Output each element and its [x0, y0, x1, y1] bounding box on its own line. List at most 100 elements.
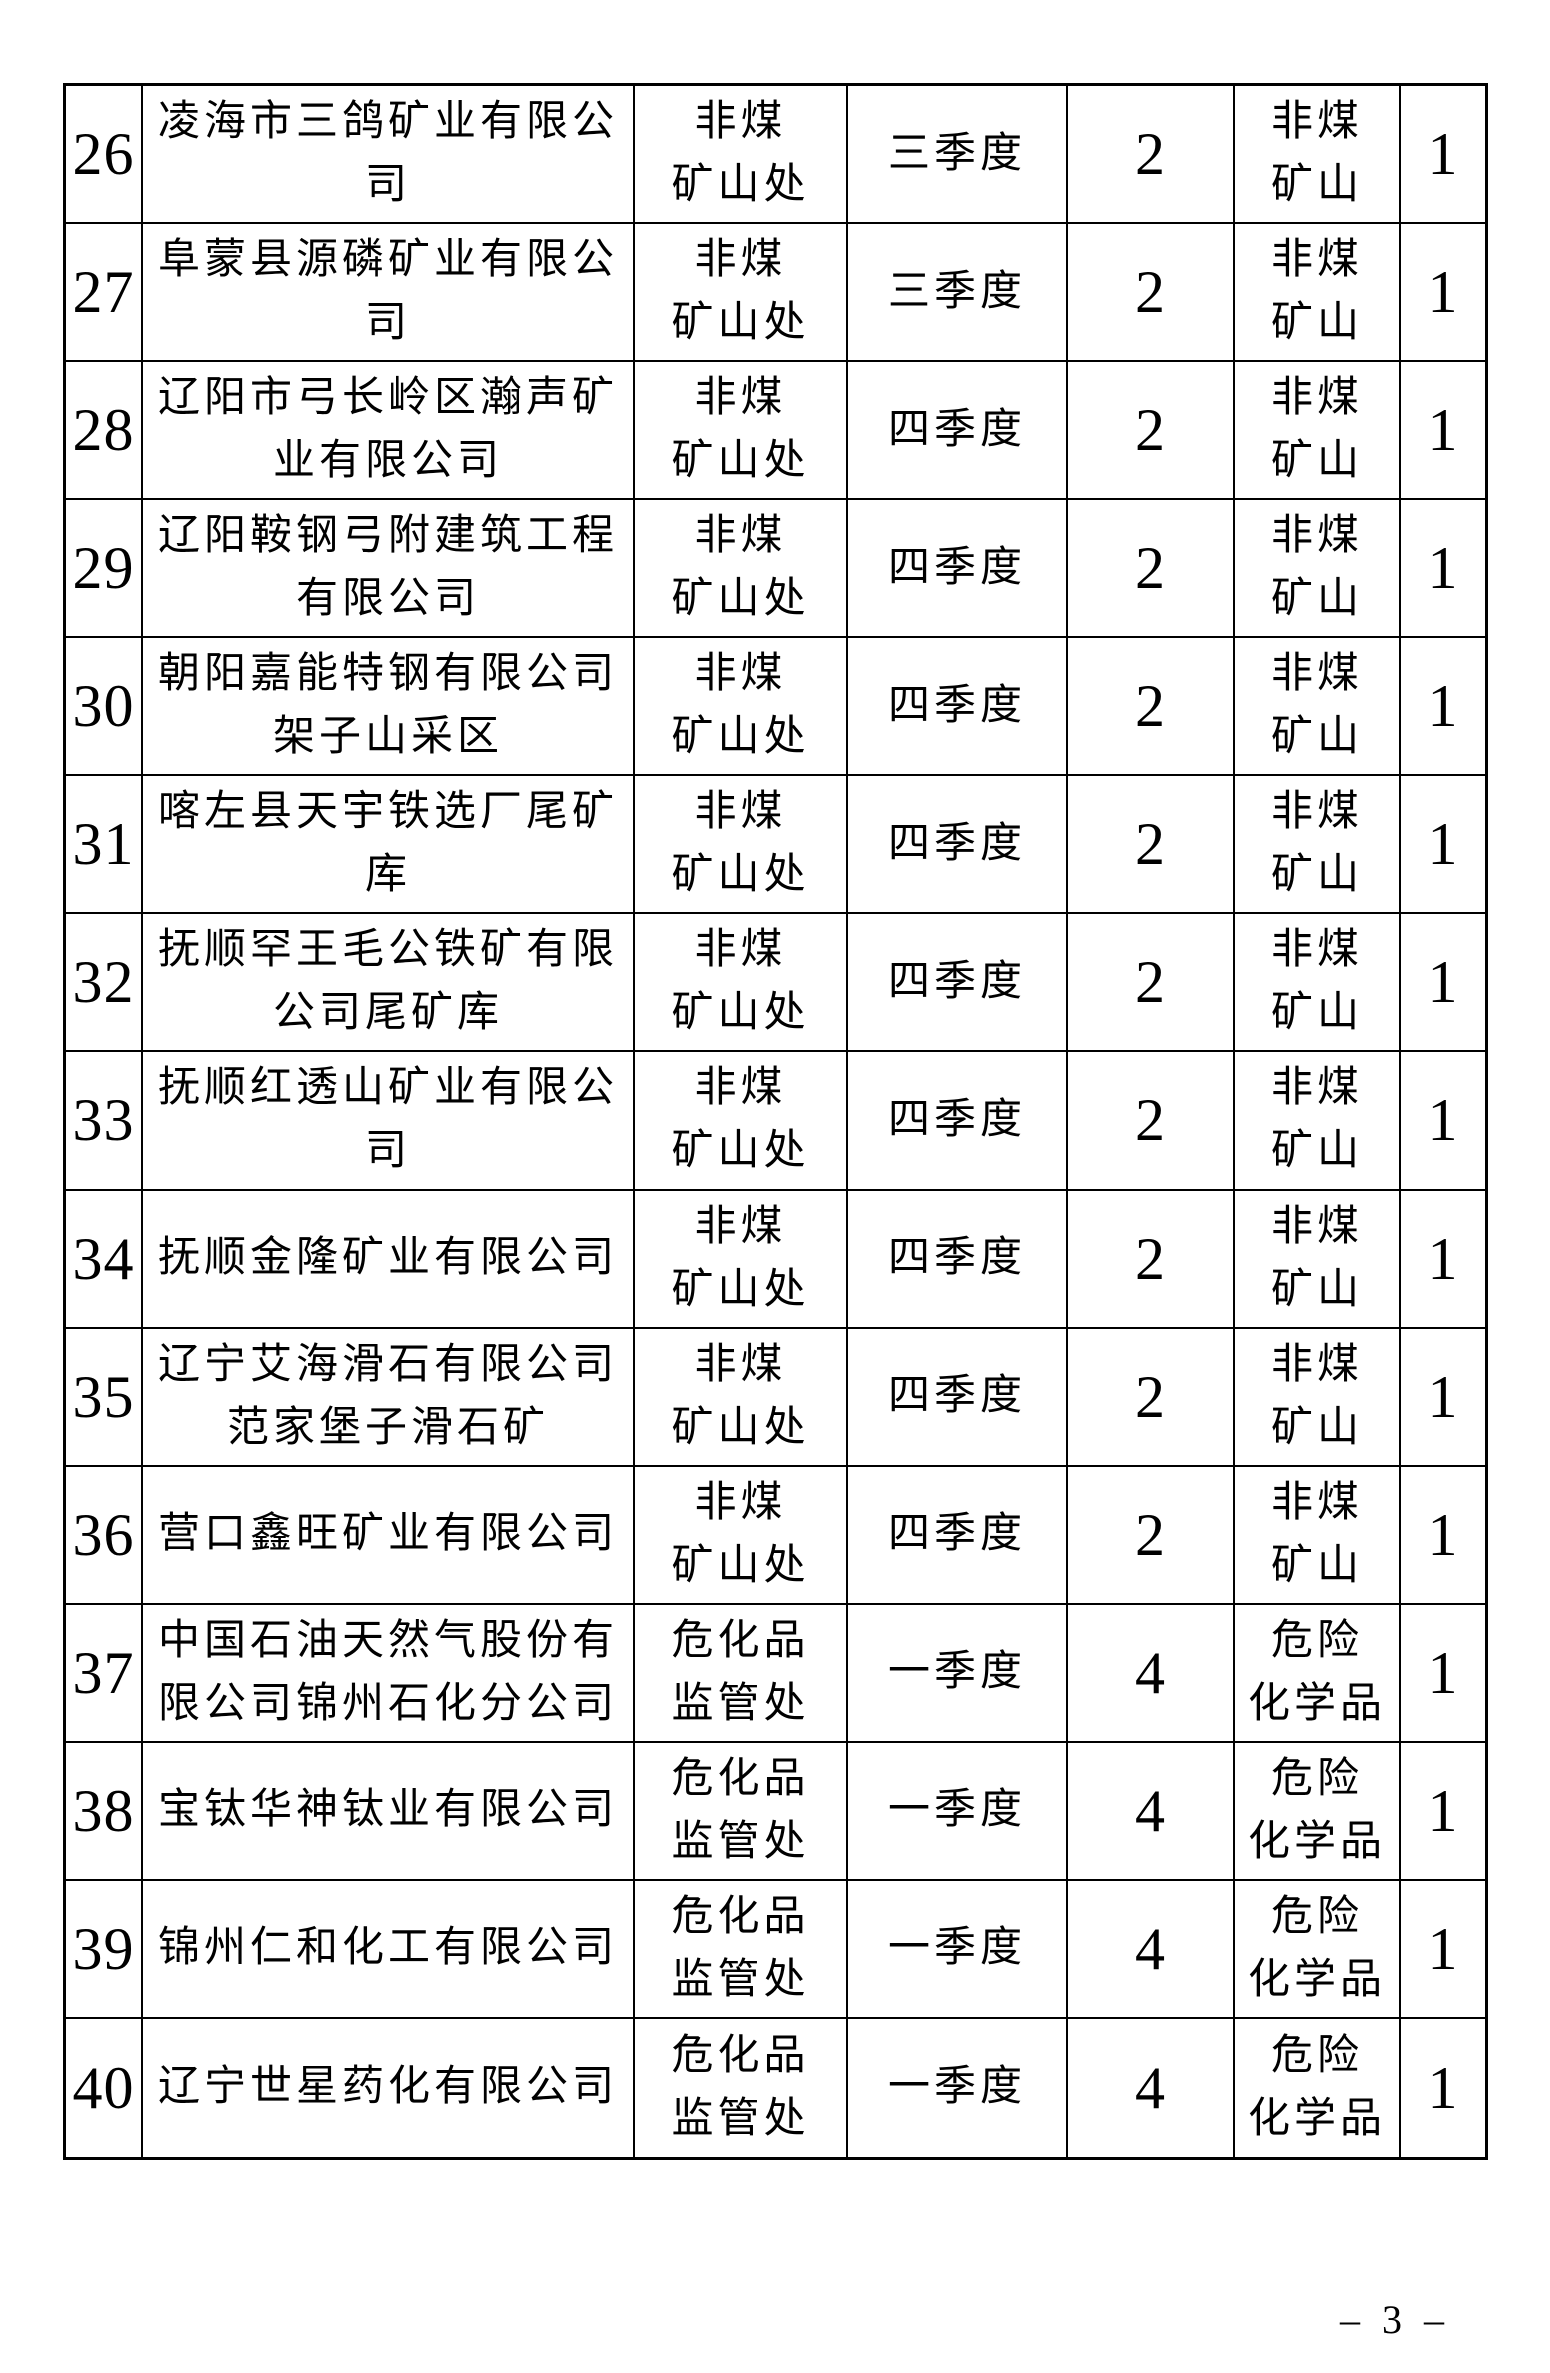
frequency-text: 1 — [1427, 259, 1459, 326]
cell-frequency: 1 — [1401, 776, 1485, 915]
quarter-text: 四季度 — [887, 820, 1026, 867]
cell-company-name: 宝钛华神钛业有限公司 — [143, 1742, 635, 1881]
cell-category: 危险 化学品 — [1235, 2018, 1401, 2157]
cell-department: 非煤 矿山处 — [635, 1052, 848, 1191]
company-name-text: 抚顺罕王毛公铁矿有限 — [157, 927, 618, 974]
times-text: 2 — [1135, 673, 1166, 740]
company-name-text: 辽阳鞍钢弓附建筑工程 — [157, 513, 618, 560]
cell-department: 危化品 监管处 — [635, 1604, 848, 1743]
quarter-text: 四季度 — [887, 1373, 1026, 1420]
category-text: 化学品 — [1247, 1956, 1386, 2003]
cell-frequency: 1 — [1401, 638, 1485, 777]
category-text: 矿山 — [1270, 714, 1363, 761]
frequency-text: 1 — [1427, 673, 1459, 740]
company-name-text: 锦州仁和化工有限公司 — [157, 1925, 618, 1972]
cell-frequency: 1 — [1401, 2019, 1485, 2157]
cell-frequency: 1 — [1401, 224, 1485, 363]
cell-department: 非煤 矿山处 — [635, 224, 848, 363]
category-text: 非煤 — [1270, 1203, 1363, 1250]
frequency-text: 1 — [1427, 2054, 1459, 2121]
category-text: 非煤 — [1270, 1065, 1363, 1112]
department-text: 非煤 — [694, 237, 787, 284]
cell-quarter: 四季度 — [848, 362, 1068, 501]
cell-company-name: 凌海市三鸽矿业有限公司 — [143, 86, 635, 225]
cell-category: 非煤 矿山 — [1235, 224, 1401, 363]
inspection-table: 26 凌海市三鸽矿业有限公司非煤 矿山处 三季度 2 非煤 矿山 1 27 阜蒙县源磷矿业有限公司… — [63, 83, 1488, 2160]
department-text: 矿山处 — [671, 300, 810, 347]
cell-times: 2 — [1068, 1190, 1235, 1329]
department-text: 非煤 — [694, 1065, 787, 1112]
department-text: 非煤 — [694, 375, 787, 422]
department-text: 非煤 — [694, 651, 787, 698]
cell-frequency: 1 — [1401, 1467, 1485, 1605]
row-number-text: 31 — [72, 811, 135, 878]
cell-quarter: 一季度 — [848, 1604, 1068, 1743]
company-name-text: 库 — [364, 852, 411, 899]
frequency-text: 1 — [1427, 1087, 1459, 1154]
department-text: 危化品 — [671, 2032, 810, 2079]
department-text: 矿山处 — [671, 1542, 810, 1589]
category-text: 矿山 — [1270, 852, 1363, 899]
cell-frequency: 1 — [1401, 362, 1485, 501]
department-text: 非煤 — [694, 513, 787, 560]
department-text: 矿山处 — [671, 438, 810, 485]
category-text: 非煤 — [1270, 651, 1363, 698]
cell-company-name: 朝阳嘉能特钢有限公司 架子山采区 — [143, 638, 635, 777]
category-text: 危险 — [1270, 2032, 1363, 2079]
cell-times: 4 — [1068, 2018, 1235, 2157]
cell-row-number: 27 — [66, 224, 143, 363]
category-text: 化学品 — [1247, 1818, 1386, 1865]
category-text: 矿山 — [1270, 990, 1363, 1037]
times-text: 2 — [1135, 1363, 1166, 1430]
cell-category: 危险 化学品 — [1235, 1742, 1401, 1881]
company-name-text: 喀左县天宇铁选厂尾矿 — [157, 789, 618, 836]
cell-frequency: 1 — [1401, 1881, 1485, 2019]
cell-category: 非煤 矿山 — [1235, 1052, 1401, 1191]
cell-category: 非煤 矿山 — [1235, 86, 1401, 225]
department-text: 矿山处 — [671, 852, 810, 899]
company-name-text: 司 — [364, 300, 411, 347]
cell-row-number: 34 — [66, 1190, 143, 1329]
category-text: 矿山 — [1270, 1404, 1363, 1451]
cell-row-number: 39 — [66, 1880, 143, 2019]
times-text: 2 — [1135, 535, 1166, 602]
company-name-text: 司 — [364, 1128, 411, 1175]
department-text: 监管处 — [671, 1818, 810, 1865]
company-name-text: 阜蒙县源磷矿业有限公 — [157, 237, 618, 284]
cell-row-number: 32 — [66, 914, 143, 1053]
cell-company-name: 阜蒙县源磷矿业有限公司 — [143, 224, 635, 363]
cell-company-name: 辽阳市弓长岭区瀚声矿 业有限公司 — [143, 362, 635, 501]
cell-row-number: 38 — [66, 1742, 143, 1881]
quarter-text: 三季度 — [887, 268, 1026, 315]
cell-times: 2 — [1068, 86, 1235, 225]
cell-company-name: 锦州仁和化工有限公司 — [143, 1880, 635, 2019]
cell-row-number: 26 — [66, 86, 143, 225]
cell-category: 危险 化学品 — [1235, 1880, 1401, 2019]
department-text: 矿山处 — [671, 990, 810, 1037]
times-text: 2 — [1135, 259, 1166, 326]
department-text: 危化品 — [671, 1617, 810, 1664]
row-number-text: 36 — [72, 1501, 135, 1568]
times-text: 4 — [1135, 1915, 1166, 1982]
times-text: 2 — [1135, 949, 1166, 1016]
times-text: 4 — [1135, 1639, 1166, 1706]
department-text: 非煤 — [694, 1479, 787, 1526]
cell-row-number: 30 — [66, 638, 143, 777]
category-text: 非煤 — [1270, 237, 1363, 284]
quarter-text: 一季度 — [887, 2064, 1026, 2111]
quarter-text: 四季度 — [887, 1511, 1026, 1558]
cell-department: 非煤 矿山处 — [635, 776, 848, 915]
department-text: 非煤 — [694, 99, 787, 146]
row-number-text: 28 — [72, 397, 135, 464]
company-name-text: 辽宁艾海滑石有限公司 — [157, 1341, 618, 1388]
cell-times: 2 — [1068, 638, 1235, 777]
cell-department: 非煤 矿山处 — [635, 914, 848, 1053]
category-text: 矿山 — [1270, 1128, 1363, 1175]
department-text: 非煤 — [694, 927, 787, 974]
cell-company-name: 辽阳鞍钢弓附建筑工程 有限公司 — [143, 500, 635, 639]
category-text: 非煤 — [1270, 927, 1363, 974]
cell-company-name: 抚顺红透山矿业有限公司 — [143, 1052, 635, 1191]
company-name-text: 业有限公司 — [272, 438, 503, 485]
times-text: 2 — [1135, 397, 1166, 464]
cell-category: 非煤 矿山 — [1235, 638, 1401, 777]
